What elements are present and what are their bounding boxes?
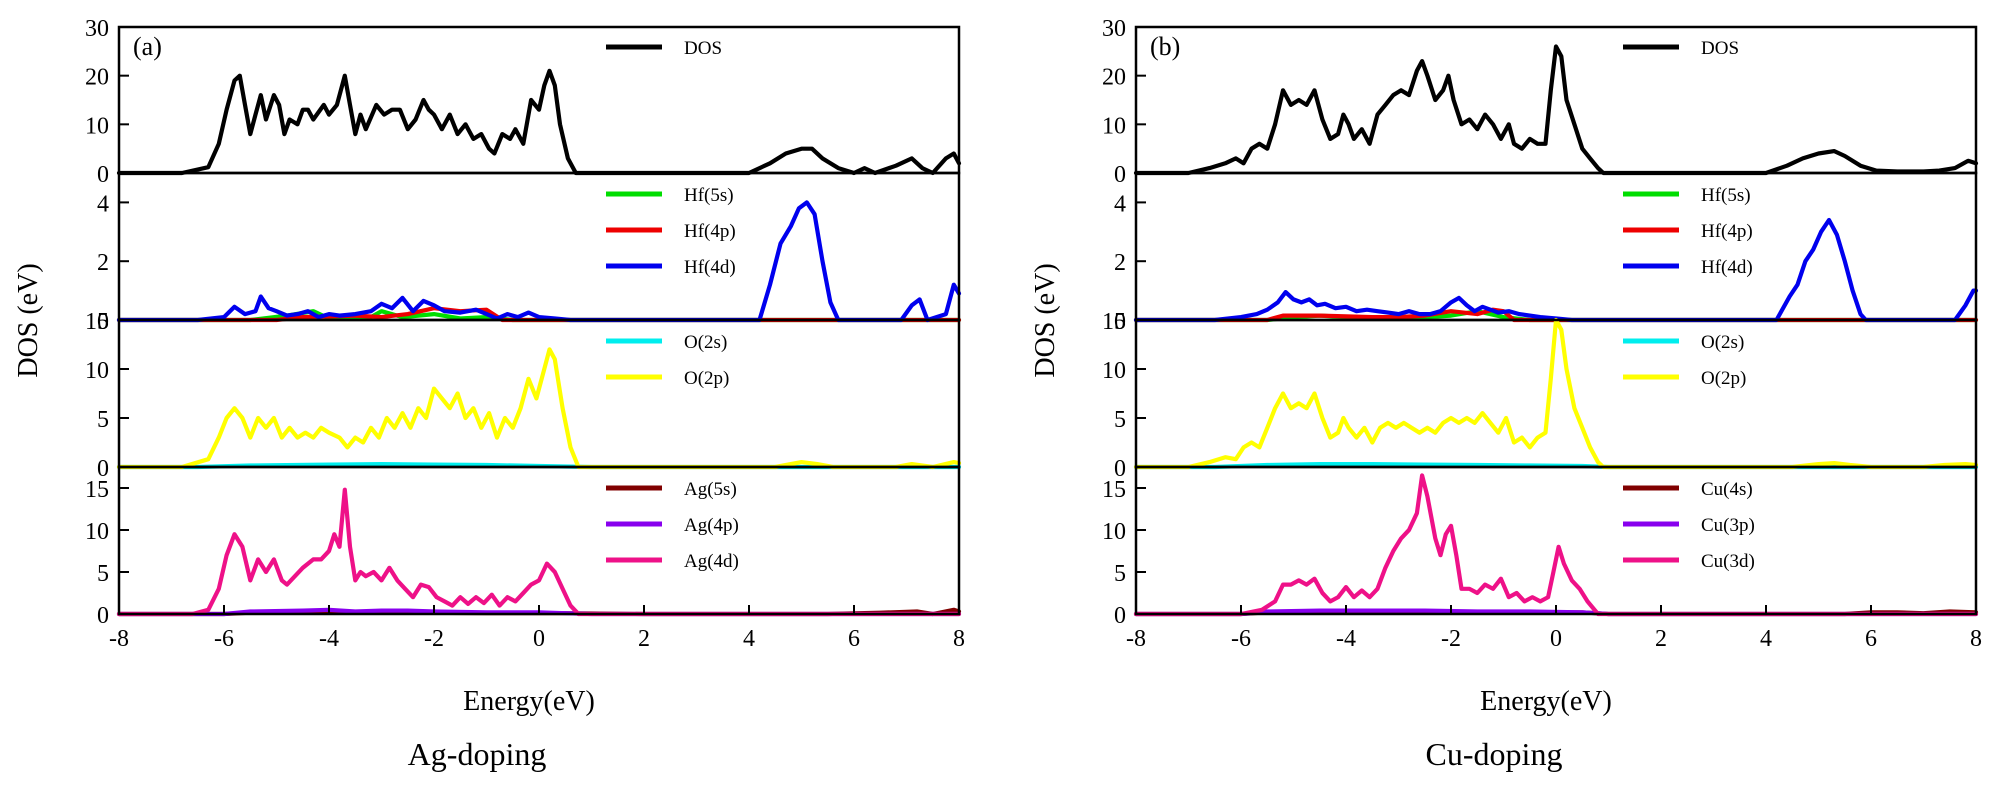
y-tick-label: 4 [1114,191,1126,217]
x-axis-title: Energy(eV) [1480,686,1612,717]
subplot-2: Hf(5s) Hf(4p) Hf(4d) 0 2 4 [1114,171,1979,335]
y-tick-label: 0 [97,162,109,188]
subplot-3: O(2s) O(2p) 0 5 10 15 [1102,309,1979,482]
series-line-hf4d [116,200,962,323]
x-tick-label: 4 [1760,626,1772,652]
x-tick-label: -8 [109,626,129,652]
subplot-4: Cu(4s) Cu(3p) Cu(3d) 0 5 10 15 [1102,465,1979,629]
y-tick-label: 5 [1114,407,1126,433]
x-tick-label: -4 [1336,626,1356,652]
x-tick-label: -6 [1231,626,1251,652]
x-tick-label: 6 [848,626,860,652]
legend-label: O(2p) [1701,368,1746,389]
legend-label: Hf(5s) [684,185,734,206]
y-tick-label: 4 [97,191,109,217]
y-tick-label: 0 [1114,309,1126,335]
x-tick-label: -2 [424,626,444,652]
panel-label: (b) [1150,32,1180,61]
subplot-1: DOS 0 10 20 30 [1102,16,1979,188]
legend-label: DOS [1701,38,1739,59]
series-line-o2p [1133,317,1979,470]
x-tick-label: 8 [953,626,965,652]
legend-label: Hf(4p) [684,221,736,242]
y-tick-label: 10 [1102,113,1126,139]
x-tick-label: 2 [638,626,650,652]
legend-label: DOS [684,38,722,59]
subplot-frame [1134,171,1978,322]
x-tick-label: 6 [1865,626,1877,652]
legend-label: O(2s) [1701,332,1744,353]
series-line-o2p [116,347,962,470]
series-line-ag4d [116,487,962,617]
legend-label: Cu(3p) [1701,515,1755,536]
series-line-dos [116,68,962,176]
y-tick-label: 10 [85,358,109,384]
panel-caption: Ag-doping [408,736,547,772]
legend-label: Hf(5s) [1701,185,1751,206]
legend-label: Hf(4d) [684,257,736,278]
panel-label: (a) [133,32,162,61]
y-tick-label: 0 [1114,456,1126,482]
series-line-cu3d [1133,473,1979,617]
x-tick-label: 0 [533,626,545,652]
x-tick-label: -2 [1441,626,1461,652]
subplot-1: DOS 0 10 20 30 [85,16,962,188]
subplot-frame [1134,465,1978,616]
x-tick-label: 4 [743,626,755,652]
y-tick-label: 20 [85,65,109,91]
y-tick-label: 20 [1102,65,1126,91]
subplot-3: O(2s) O(2p) 0 5 10 15 [85,309,962,482]
legend-label: Cu(4s) [1701,479,1753,500]
x-tick-label: 0 [1550,626,1562,652]
series-line-dos [1133,44,1979,176]
series-line-hf4d [1133,217,1979,323]
x-tick-label: -8 [1126,626,1146,652]
legend-label: Ag(4d) [684,551,739,572]
panel-a: DOS0102030Hf(5s)Hf(4p)Hf(4d)024O(2s)O(2p… [13,16,965,772]
y-tick-label: 2 [1114,250,1126,276]
y-tick-label: 0 [97,603,109,629]
y-tick-label: 30 [85,16,109,42]
y-tick-label: 5 [97,561,109,587]
panel-b: DOS0102030Hf(5s)Hf(4p)Hf(4d)024O(2s)O(2p… [1030,16,1982,772]
subplot-frame [117,465,961,616]
y-tick-label: 0 [1114,162,1126,188]
y-axis-title: DOS (eV) [13,263,44,377]
y-tick-label: 10 [85,519,109,545]
y-tick-label: 2 [97,250,109,276]
y-tick-label: 5 [1114,561,1126,587]
y-tick-label: 15 [85,477,109,503]
y-tick-label: 10 [1102,519,1126,545]
legend-label: O(2p) [684,368,729,389]
legend-label: Hf(4d) [1701,257,1753,278]
y-tick-label: 30 [1102,16,1126,42]
y-axis-title: DOS (eV) [1030,263,1061,377]
legend-label: O(2s) [684,332,727,353]
x-tick-label: 8 [1970,626,1982,652]
y-tick-label: 15 [1102,477,1126,503]
subplot-frame [117,171,961,322]
y-tick-label: 15 [1102,309,1126,335]
subplot-4: Ag(5s) Ag(4p) Ag(4d) 0 5 10 15 [85,465,962,629]
y-tick-label: 5 [97,407,109,433]
y-tick-label: 0 [97,456,109,482]
panel-caption: Cu-doping [1426,736,1563,772]
legend-label: Cu(3d) [1701,551,1755,572]
legend-label: Hf(4p) [1701,221,1753,242]
legend-label: Ag(4p) [684,515,739,536]
x-axis-title: Energy(eV) [463,686,595,717]
legend-label: Ag(5s) [684,479,737,500]
series-line-hf4p [116,306,962,323]
x-tick-label: -4 [319,626,339,652]
y-tick-label: 0 [97,309,109,335]
x-tick-label: -6 [214,626,234,652]
y-tick-label: 10 [1102,358,1126,384]
subplot-2: Hf(5s) Hf(4p) Hf(4d) 0 2 4 [97,171,962,335]
y-tick-label: 15 [85,309,109,335]
y-tick-label: 10 [85,113,109,139]
y-tick-label: 0 [1114,603,1126,629]
x-tick-label: 2 [1655,626,1667,652]
